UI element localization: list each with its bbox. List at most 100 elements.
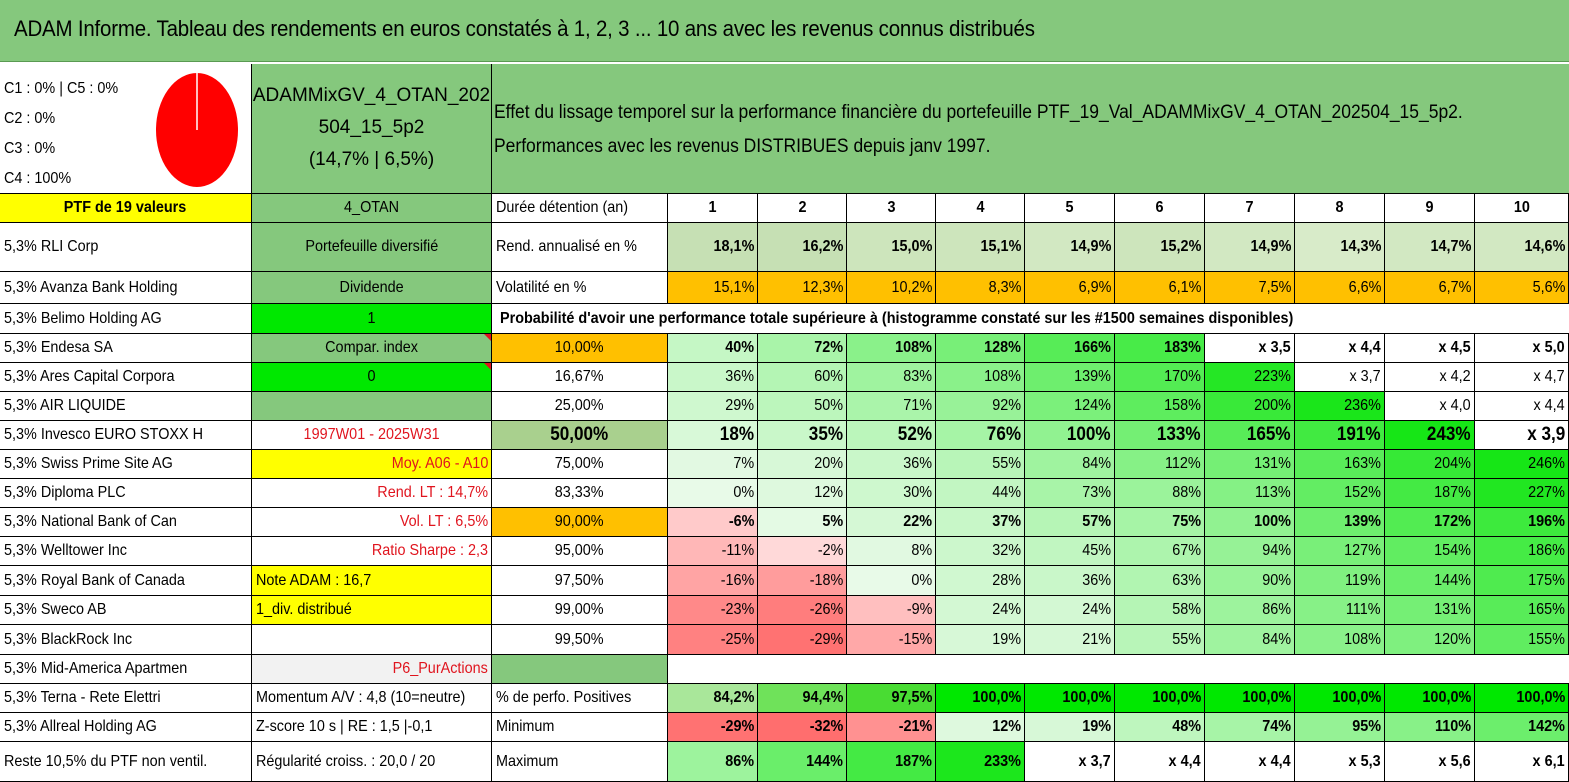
minimum-cell-text: 48% — [1172, 718, 1201, 735]
maximum-cell-text: x 4,4 — [1168, 752, 1201, 770]
duration-label: Durée détention (an) — [492, 194, 668, 223]
probability-cell: -11% — [668, 537, 758, 566]
probability-threshold-text: 25,00% — [555, 397, 604, 414]
minimum-cell: 74% — [1205, 713, 1295, 742]
probability-cell: x 4,4 — [1295, 334, 1385, 363]
minimum-label: Minimum — [492, 713, 668, 742]
volatility-label-text: Volatilité en % — [496, 278, 587, 296]
volatility-cell: 8,3% — [936, 272, 1025, 304]
probability-cell: 8% — [847, 537, 936, 566]
probability-cell: -23% — [668, 596, 758, 625]
probability-cell: 191% — [1295, 421, 1385, 450]
probability-cell-text: 119% — [1345, 571, 1381, 589]
comparison-flag: 0 — [252, 363, 492, 392]
annual-return-cell: 14,9% — [1205, 223, 1295, 272]
probability-cell-text: 183% — [1164, 339, 1201, 356]
minimum-cell-text: 110% — [1434, 718, 1471, 735]
minimum-cell: 48% — [1115, 713, 1205, 742]
probability-cell: 172% — [1385, 508, 1475, 537]
probability-cell: x 3,7 — [1295, 363, 1385, 392]
maximum-cell-text: 233% — [984, 752, 1021, 770]
minimum-cell-text: -29% — [720, 718, 754, 735]
probability-cell-text: 246% — [1528, 455, 1565, 472]
probability-cell-text: 100% — [1067, 424, 1111, 445]
probability-cell-text: 21% — [1082, 630, 1111, 648]
probability-cell-text: x 4,5 — [1438, 339, 1471, 356]
probability-cell: 44% — [936, 479, 1025, 508]
positive-cell-text: 100,0% — [972, 689, 1021, 706]
probability-cell: 5% — [758, 508, 847, 537]
growth-regularity: Régularité croiss. : 20,0 / 20 — [252, 742, 492, 782]
volatility-cell: 6,1% — [1115, 272, 1205, 304]
probability-cell: 92% — [936, 392, 1025, 421]
probability-cell: 28% — [936, 566, 1025, 596]
probability-cell-text: 52% — [897, 424, 932, 445]
maximum-cell: x 3,7 — [1025, 742, 1115, 782]
positive-cell-text: 100,0% — [1516, 689, 1565, 706]
probability-cell-text: 36% — [1082, 571, 1111, 589]
probability-cell-text: 92% — [992, 397, 1021, 414]
probability-cell-text: 0% — [733, 484, 754, 501]
probability-cell-text: 165% — [1528, 601, 1565, 618]
maximum-cell: 187% — [847, 742, 936, 782]
probability-cell: 36% — [1025, 566, 1115, 596]
comparison-index-text: Compar. index — [325, 339, 418, 356]
holding-row-text: 5,3% Invesco EURO STOXX H — [4, 426, 204, 443]
probability-cell-text: 22% — [903, 513, 932, 530]
positive-label: % de perfo. Positives — [492, 684, 668, 713]
probability-threshold-text: 83,33% — [555, 484, 604, 501]
positive-cell: 100,0% — [1475, 684, 1569, 713]
probability-cell-text: x 5,0 — [1532, 339, 1565, 356]
probability-cell: 111% — [1295, 596, 1385, 625]
annual-return-cell: 15,2% — [1115, 223, 1205, 272]
annual-return-cell: 14,9% — [1025, 223, 1115, 272]
annual-return-cell-text: 15,0% — [891, 238, 932, 255]
maximum-cell-text: 144% — [806, 752, 843, 770]
probability-cell-text: 90% — [1262, 571, 1291, 589]
period-range-text: 1997W01 - 2025W31 — [303, 426, 440, 443]
strategy-code: 4_OTAN — [252, 194, 492, 223]
adam-score: Note ADAM : 16,7 — [252, 566, 492, 596]
annual-return-cell: 15,0% — [847, 223, 936, 272]
probability-cell: 58% — [1115, 596, 1205, 625]
probability-threshold: 25,00% — [492, 392, 668, 421]
positive-cell: 94,4% — [758, 684, 847, 713]
probability-cell-text: -18% — [809, 571, 843, 589]
holding-row-text: 5,3% Sweco AB — [4, 601, 107, 618]
probability-cell-text: 131% — [1254, 455, 1291, 472]
probability-cell: 88% — [1115, 479, 1205, 508]
probability-threshold-text: 50,00% — [550, 424, 609, 445]
probability-cell: 139% — [1295, 508, 1385, 537]
volatility-cell-text: 7,5% — [1258, 278, 1291, 296]
probability-cell-text: 71% — [903, 397, 932, 414]
probability-cell: 35% — [758, 421, 847, 450]
holding-row-text: 5,3% AIR LIQUIDE — [4, 397, 126, 414]
minimum-cell-text: 95% — [1352, 718, 1381, 735]
annual-return-cell: 16,2% — [758, 223, 847, 272]
probability-threshold: 16,67% — [492, 363, 668, 392]
year-header: 2 — [758, 194, 847, 223]
annual-return-cell-text: 15,1% — [980, 238, 1021, 255]
probability-cell-text: 28% — [992, 571, 1021, 589]
holding-row: 5,3% Royal Bank of Canada — [0, 566, 252, 596]
probability-cell: 55% — [1115, 625, 1205, 655]
minimum-cell-text: 12% — [992, 718, 1021, 735]
holding-row: 5,3% Diploma PLC — [0, 479, 252, 508]
probability-cell-text: -11% — [721, 542, 754, 559]
positive-cell: 100,0% — [1115, 684, 1205, 713]
holding-row-text: 5,3% Mid-America Apartmen — [4, 660, 188, 677]
probability-caption-text: Probabilité d'avoir une performance tota… — [500, 309, 1294, 327]
probability-cell-text: 18% — [719, 424, 754, 445]
allocation-line: C3 : 0% — [4, 140, 56, 157]
probability-cell-text: 32% — [992, 542, 1021, 559]
probability-cell: 18% — [668, 421, 758, 450]
probability-cell: x 4,4 — [1475, 392, 1569, 421]
probability-threshold: 50,00% — [492, 421, 668, 450]
year-header: 8 — [1295, 194, 1385, 223]
probability-cell-text: x 4,2 — [1439, 368, 1471, 385]
empty-cell — [252, 625, 492, 655]
probability-cell: 200% — [1205, 392, 1295, 421]
portfolio-type: Portefeuille diversifié — [252, 223, 492, 272]
portfolio-name-line: 504_15_5p2 — [318, 117, 425, 138]
